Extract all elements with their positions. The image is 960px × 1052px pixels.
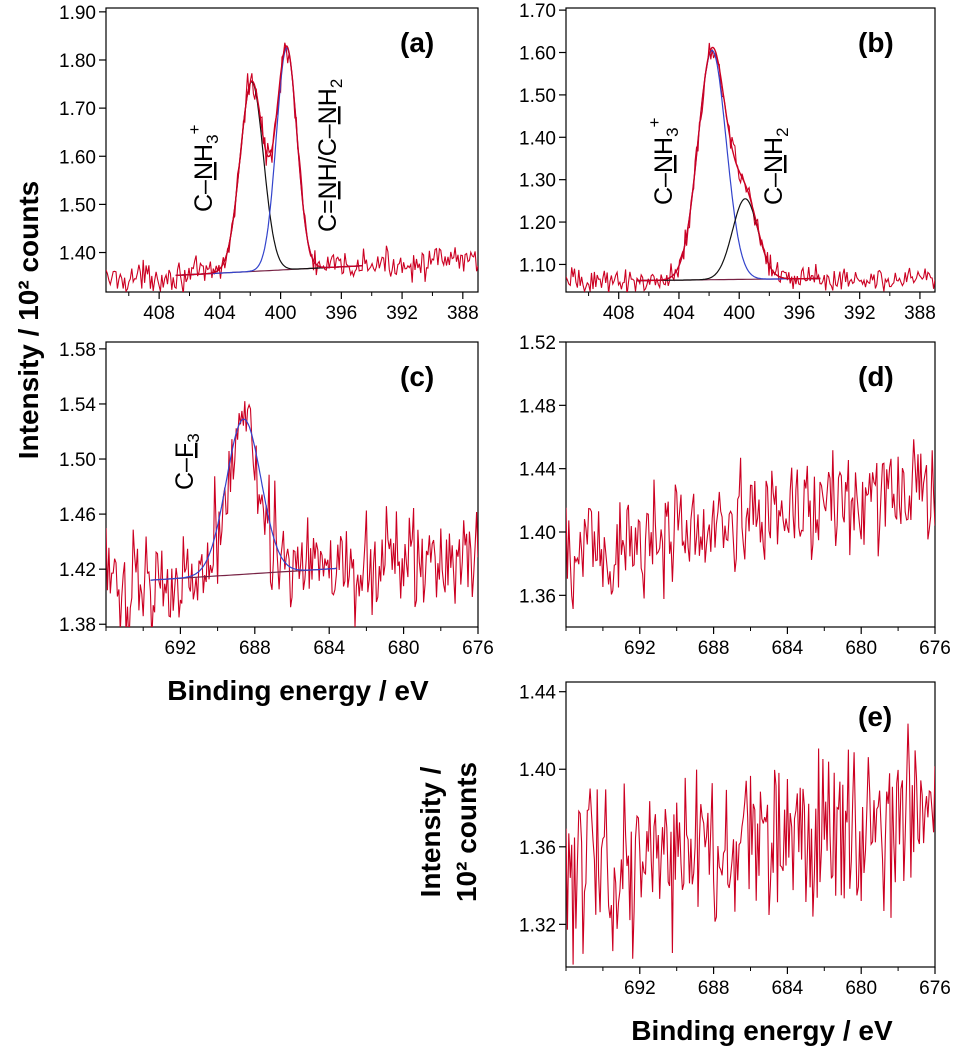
y-tick-label: 1.44: [519, 460, 556, 481]
x-tick-label: 688: [698, 978, 730, 999]
y-tick-label: 1.40: [59, 244, 96, 265]
x-tick-label: 392: [844, 303, 876, 324]
y-tick-label: 1.60: [519, 44, 556, 65]
x-tick-label: 684: [772, 638, 804, 659]
y-tick-label: 1.32: [519, 915, 556, 936]
x-axis-label-c: Binding energy / eV: [167, 675, 429, 706]
x-tick-label: 680: [845, 638, 877, 659]
y-tick-label: 1.36: [519, 838, 556, 859]
y-tick-label: 1.30: [519, 171, 556, 192]
y-tick-label: 1.70: [59, 99, 96, 120]
y-tick-label: 1.10: [519, 255, 556, 276]
panel-label: (a): [400, 27, 434, 58]
x-tick-label: 688: [239, 638, 271, 659]
data-series-line: [566, 723, 935, 965]
y-tick-label: 1.70: [519, 1, 556, 22]
x-tick-label: 388: [447, 303, 479, 324]
y-tick-label: 1.60: [59, 147, 96, 168]
y-tick-label: 1.80: [59, 51, 96, 72]
x-tick-label: 692: [624, 638, 656, 659]
panel-label: (b): [858, 27, 894, 58]
panel-b: 408 404 400 396 392 388 1.10 1.20 1.30 1.40 1.50 1.…: [519, 1, 936, 324]
y-tick-label: 1.50: [59, 450, 96, 471]
x-tick-label: 396: [325, 303, 357, 324]
data-series-line: [566, 42, 935, 292]
x-tick-label: 680: [845, 978, 877, 999]
peak-annotation-1: C–F3​: [171, 433, 203, 490]
x-tick-label: 404: [204, 303, 236, 324]
fit-component-2: [636, 198, 821, 282]
x-tick-label: 408: [143, 303, 175, 324]
panels: 408 404 400 396 392 388 1.40 1.50 1.60 1.70 1.80 1.…: [59, 1, 951, 999]
y-tick-label: 1.50: [519, 86, 556, 107]
y-tick-label: 1.40: [519, 760, 556, 781]
y-axis-label-e-line2: 10² counts: [451, 762, 482, 902]
y-tick-label: 1.38: [59, 615, 96, 636]
panel-e: 692 688 684 680 676 1.32 1.36 1.40 1.44 (e): [519, 681, 951, 999]
fit-envelope: [175, 45, 363, 277]
panel-label: (d): [858, 361, 894, 392]
fit-component-1: [150, 418, 337, 581]
main-y-axis-label: Intensity / 10² counts: [13, 181, 44, 460]
panel-a: 408 404 400 396 392 388 1.40 1.50 1.60 1.70 1.80 1.…: [59, 3, 479, 324]
data-series-line: [566, 439, 935, 610]
plot-frame: [105, 7, 479, 293]
y-tick-label: 1.52: [519, 333, 556, 354]
x-tick-label: 676: [462, 638, 494, 659]
x-tick-label: 684: [313, 638, 345, 659]
peak-annotation-1: C–NH3​+​: [645, 117, 682, 205]
panel-label: (e): [858, 701, 892, 732]
y-tick-label: 1.50: [59, 195, 96, 216]
y-tick-label: 1.40: [519, 128, 556, 149]
x-tick-label: 404: [663, 303, 695, 324]
x-tick-label: 688: [698, 638, 730, 659]
data-series-line: [106, 401, 478, 627]
x-axis-label-e: Binding energy / eV: [631, 1015, 893, 1046]
x-tick-label: 392: [386, 303, 418, 324]
x-tick-label: 680: [388, 638, 420, 659]
peak-annotation-2: C–NH2​: [760, 127, 792, 205]
x-tick-label: 396: [784, 303, 816, 324]
y-tick-label: 1.42: [59, 560, 96, 581]
plot-frame: [565, 7, 936, 293]
panel-d: 692 688 684 680 676 1.36 1.40 1.44 1.48 1.52 (d): [519, 333, 951, 659]
y-tick-label: 1.48: [519, 396, 556, 417]
peak-annotation-2: C=NH/C–NH2​: [314, 79, 346, 232]
x-tick-label: 408: [603, 303, 635, 324]
fit-envelope: [636, 46, 821, 282]
x-tick-label: 676: [919, 978, 951, 999]
y-tick-label: 1.44: [519, 683, 556, 704]
y-tick-label: 1.20: [519, 213, 556, 234]
y-axis-label-e-line1: Intensity /: [415, 766, 446, 897]
x-tick-label: 388: [904, 303, 936, 324]
y-tick-label: 1.40: [519, 523, 556, 544]
y-tick-label: 1.58: [59, 340, 96, 361]
y-tick-label: 1.54: [59, 395, 96, 416]
peak-annotation-1: C–NH3​+​: [185, 124, 222, 212]
panel-c: 692 688 684 680 676 1.38 1.42 1.46 1.50 1.54 1.58 (…: [59, 340, 494, 659]
x-tick-label: 684: [772, 978, 804, 999]
x-tick-label: 400: [723, 303, 755, 324]
x-tick-label: 692: [624, 978, 656, 999]
y-tick-label: 1.46: [59, 505, 96, 526]
x-tick-label: 400: [265, 303, 297, 324]
x-tick-label: 676: [919, 638, 951, 659]
panel-label: (c): [400, 361, 434, 392]
y-tick-label: 1.36: [519, 586, 556, 607]
x-tick-label: 692: [165, 638, 197, 659]
y-tick-label: 1.90: [59, 3, 96, 24]
